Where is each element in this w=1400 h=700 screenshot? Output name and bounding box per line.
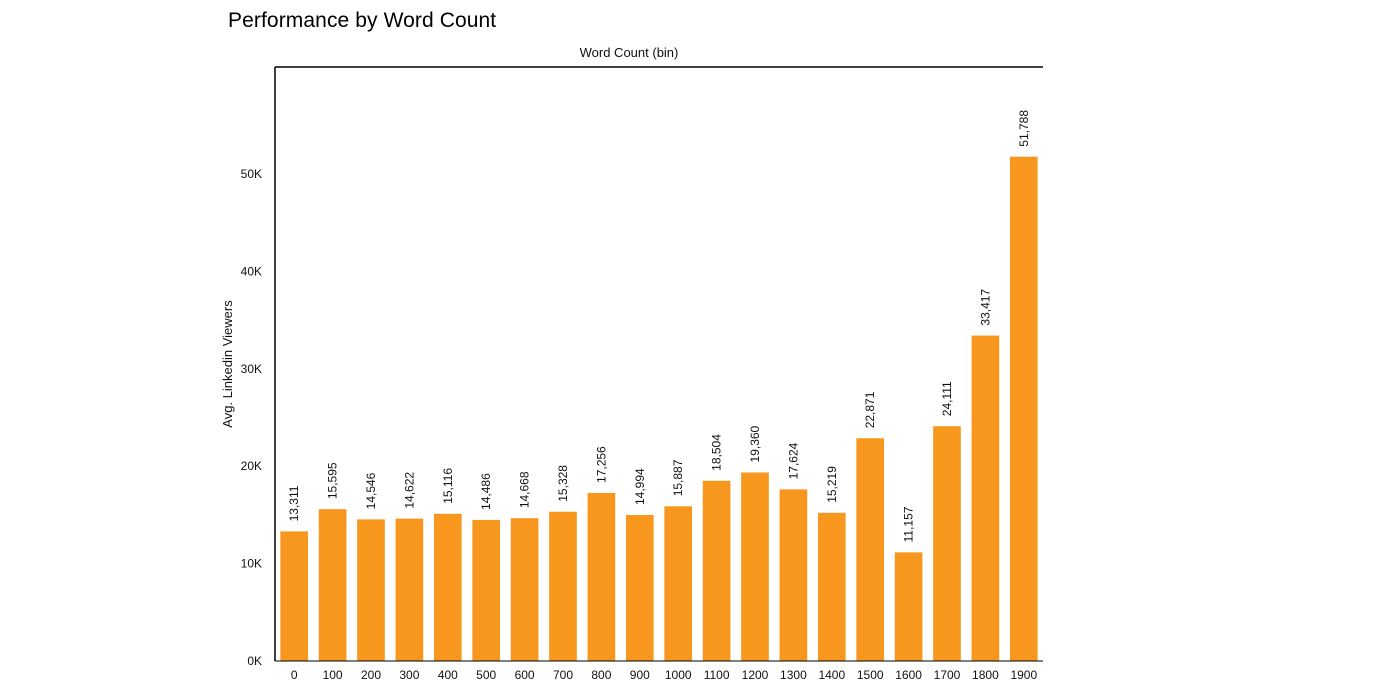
bar-value-label: 17,256 [594,446,608,483]
bar-value-label: 14,668 [518,471,532,508]
y-axis-label: Avg. Linkedin Viewers [220,300,235,428]
bar-value-label: 51,788 [1017,110,1031,147]
bar [856,438,885,661]
x-tick-label: 100 [323,668,343,682]
bar-value-label: 19,360 [748,425,762,462]
bar [971,335,1000,661]
x-tick-label: 900 [630,668,650,682]
bar-value-label: 24,111 [940,381,954,416]
bar-value-label: 15,219 [825,466,839,503]
x-tick-label: 1600 [895,668,922,682]
x-tick-label: 1200 [742,668,769,682]
x-tick-label: 0 [291,668,298,682]
bar-value-label: 14,622 [402,472,416,509]
bar [472,519,501,661]
x-tick-label: 500 [476,668,496,682]
bars [280,156,1038,661]
x-tick-label: 1000 [665,668,692,682]
bar-value-label: 22,871 [863,391,877,428]
bar [549,511,577,661]
bar [702,480,731,661]
x-tick-label: 1400 [818,668,845,682]
bar [894,552,923,661]
bar-value-label: 33,417 [978,289,992,326]
x-tick-label: 1100 [704,668,730,682]
x-tick-label: 1300 [780,668,807,682]
bar [357,519,385,661]
bar-value-label: 14,486 [479,473,493,510]
bar [280,531,309,661]
bar [933,426,961,661]
y-tick-label: 20K [241,459,262,473]
bar-value-label: 14,546 [364,472,378,509]
data-labels: 13,311 15,595 14,546 14,622 15,116 14,486 14,6… [287,110,1031,543]
x-tick-label: 1900 [1010,668,1037,682]
bar [587,492,616,661]
bar [741,472,769,661]
bar-value-label: 13,311 [287,485,301,521]
bar-value-label: 15,595 [326,462,340,499]
x-tick-label: 1800 [972,668,999,682]
x-tick-label: 300 [399,668,419,682]
bar [510,518,539,661]
x-axis-label: Word Count (bin) [580,45,679,60]
y-tick-label: 0K [247,654,262,668]
bar-value-label: 14,994 [633,468,647,505]
bar [1009,156,1038,661]
bar-value-label: 15,116 [441,468,455,504]
x-tick-label: 800 [591,668,611,682]
bar-value-label: 15,328 [556,465,570,502]
y-tick-label: 40K [241,264,262,278]
bar [395,518,424,661]
bar [433,513,462,661]
bar [817,512,846,661]
bar-value-label: 11,157 [902,506,916,542]
x-tick-label: 200 [361,668,381,682]
x-axis-ticks: 0 100 200 300 400 500 600 700 800 900 1000 1100 1200… [291,668,1038,682]
y-tick-label: 30K [241,362,262,376]
bar [318,509,347,661]
bar-value-label: 17,624 [786,442,800,479]
x-tick-label: 400 [438,668,458,682]
bar [625,514,654,661]
y-tick-label: 10K [241,557,262,571]
x-tick-label: 700 [553,668,573,682]
x-tick-label: 1700 [934,668,961,682]
bar-value-label: 15,887 [671,459,685,496]
bar-value-label: 18,504 [710,434,724,471]
y-axis-ticks: 0K 10K 20K 30K 40K 50K [241,167,262,668]
y-tick-label: 50K [241,167,262,181]
x-tick-label: 1500 [857,668,884,682]
bar [664,506,693,661]
bar [779,489,808,661]
x-tick-label: 600 [515,668,535,682]
chart-title: Performance by Word Count [228,9,497,32]
